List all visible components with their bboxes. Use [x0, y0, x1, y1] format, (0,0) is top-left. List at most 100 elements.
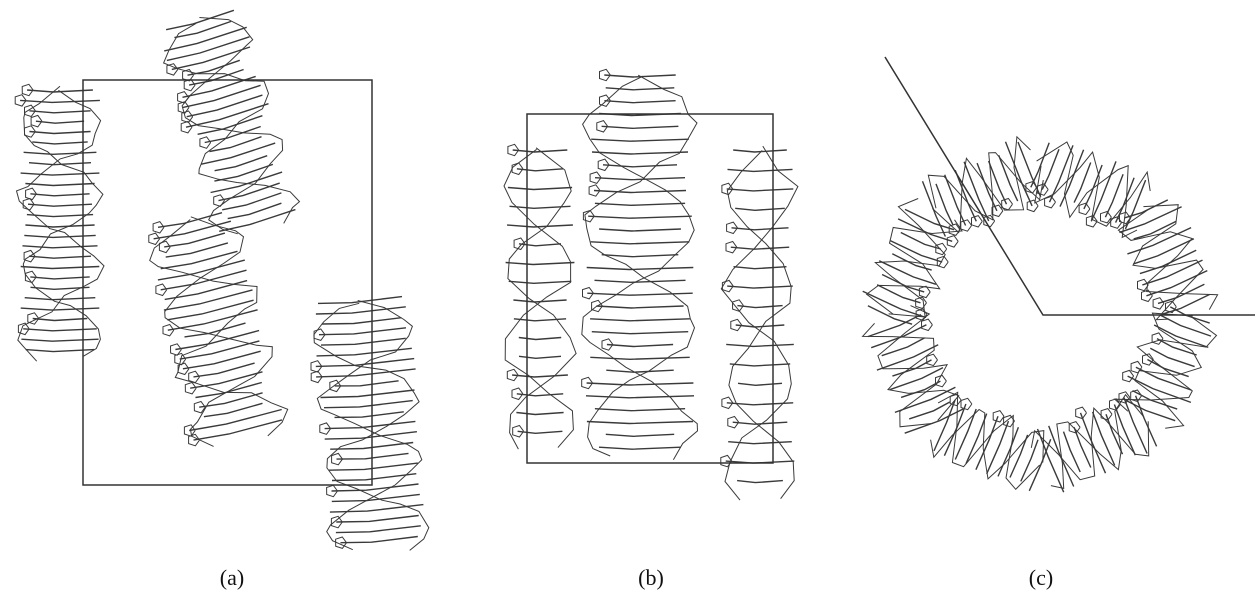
- bond: [315, 357, 415, 368]
- bond: [737, 304, 783, 309]
- bond: [733, 149, 787, 153]
- bond: [986, 420, 1010, 475]
- bond: [1127, 226, 1192, 255]
- bond: [728, 441, 792, 445]
- bond: [182, 75, 256, 98]
- bond: [193, 400, 206, 414]
- bond: [153, 220, 232, 240]
- bond: [335, 536, 347, 549]
- bond: [188, 370, 200, 384]
- bond: [30, 286, 90, 291]
- bond: [195, 381, 262, 399]
- bond: [14, 94, 27, 107]
- bond: [935, 374, 947, 388]
- bond: [188, 433, 200, 447]
- bond: [21, 338, 99, 342]
- bond: [162, 22, 301, 224]
- bond: [720, 145, 799, 501]
- bond: [509, 205, 571, 210]
- bond: [594, 202, 686, 207]
- bond: [965, 413, 988, 464]
- bond: [517, 430, 563, 435]
- bond: [24, 297, 96, 301]
- bond: [184, 322, 246, 338]
- bond: [316, 368, 416, 378]
- bond: [1091, 411, 1116, 466]
- bond: [330, 441, 414, 450]
- bond: [193, 419, 283, 441]
- bond: [320, 389, 415, 399]
- bond: [32, 317, 88, 322]
- bond: [188, 68, 244, 86]
- bond: [1085, 215, 1098, 228]
- bond: [1161, 293, 1210, 315]
- bond: [591, 299, 603, 313]
- bond: [935, 242, 948, 256]
- bond: [1118, 391, 1131, 404]
- bond: [27, 89, 93, 93]
- bond: [904, 208, 955, 231]
- bond: [316, 347, 412, 357]
- bond: [157, 212, 223, 228]
- bond: [512, 424, 525, 438]
- bond: [148, 232, 161, 246]
- bond: [1028, 438, 1052, 492]
- bond: [721, 396, 734, 410]
- bond: [209, 136, 262, 153]
- bond: [1073, 162, 1092, 203]
- bond: [601, 125, 679, 130]
- bond: [190, 371, 263, 389]
- bond: [218, 182, 280, 202]
- bond: [1036, 183, 1049, 196]
- bond: [876, 344, 939, 371]
- bond: [930, 408, 1045, 480]
- bond: [165, 242, 229, 258]
- bond: [227, 202, 282, 220]
- bond: [513, 318, 567, 322]
- bond: [730, 318, 743, 332]
- bond: [586, 266, 694, 271]
- bond: [590, 318, 690, 322]
- bond: [187, 59, 241, 76]
- bond: [189, 408, 282, 432]
- bond: [167, 299, 254, 321]
- bond: [180, 120, 193, 134]
- bond: [29, 130, 91, 135]
- bond: [915, 296, 927, 310]
- bond: [340, 535, 418, 544]
- bond: [1133, 220, 1177, 240]
- bond: [214, 155, 268, 172]
- bond: [513, 299, 567, 303]
- bond: [1100, 408, 1113, 421]
- bond: [729, 363, 791, 367]
- bond: [21, 83, 34, 97]
- bond: [329, 503, 424, 513]
- bond: [878, 260, 937, 285]
- bond: [336, 514, 419, 523]
- bond: [1133, 238, 1195, 265]
- bond: [24, 104, 36, 118]
- bond: [944, 174, 967, 226]
- bond: [588, 184, 601, 197]
- bond: [28, 162, 92, 166]
- bond: [721, 182, 734, 196]
- bond: [963, 161, 990, 222]
- bond: [149, 219, 289, 437]
- bond: [324, 420, 416, 430]
- bond: [1139, 249, 1197, 275]
- bond: [181, 17, 284, 235]
- bond: [319, 422, 332, 435]
- bond: [1078, 202, 1091, 216]
- bond: [1003, 414, 1015, 428]
- molecular-structures: [14, 9, 1219, 551]
- bond: [891, 253, 932, 271]
- bond: [927, 152, 1044, 221]
- bond: [24, 270, 37, 284]
- bond: [1025, 181, 1038, 194]
- bond: [204, 125, 261, 144]
- bond: [605, 87, 675, 91]
- bond: [1130, 389, 1143, 403]
- bond: [1009, 434, 1029, 478]
- bond: [726, 402, 794, 406]
- bond: [20, 307, 100, 311]
